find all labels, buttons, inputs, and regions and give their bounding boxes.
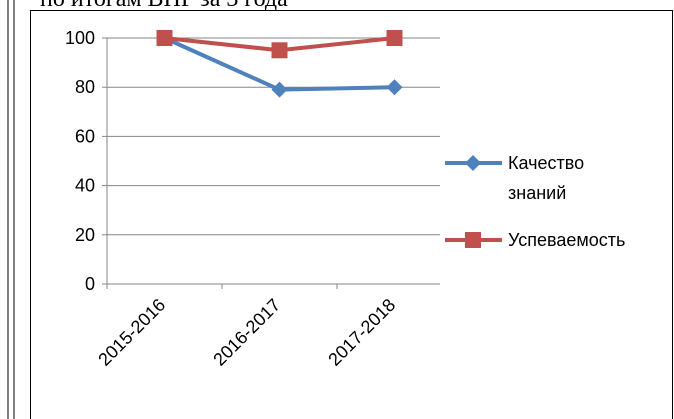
- y-tick-label: 80: [75, 77, 95, 97]
- legend-label: Успеваемость: [508, 230, 625, 250]
- y-tick-label: 60: [75, 126, 95, 146]
- x-tick-label: 2016-2017: [209, 295, 284, 370]
- data-point: [156, 30, 173, 46]
- data-point: [271, 81, 288, 98]
- chart-title: по итогам ВПР за 3 года: [40, 0, 288, 12]
- y-tick-label: 0: [85, 274, 95, 294]
- chart-frame: [30, 10, 673, 419]
- y-tick-label: 20: [75, 225, 95, 245]
- data-point: [271, 42, 288, 59]
- legend-label: Качество знаний: [508, 153, 584, 203]
- x-tick-label: 2017-2018: [324, 295, 399, 370]
- legend-marker: [465, 232, 481, 248]
- x-tick-label: 2015-2016: [94, 295, 169, 370]
- data-point: [386, 79, 403, 96]
- y-tick-label: 100: [65, 28, 95, 48]
- data-point: [386, 30, 403, 46]
- legend-marker: [465, 155, 481, 171]
- y-tick-label: 40: [75, 176, 95, 196]
